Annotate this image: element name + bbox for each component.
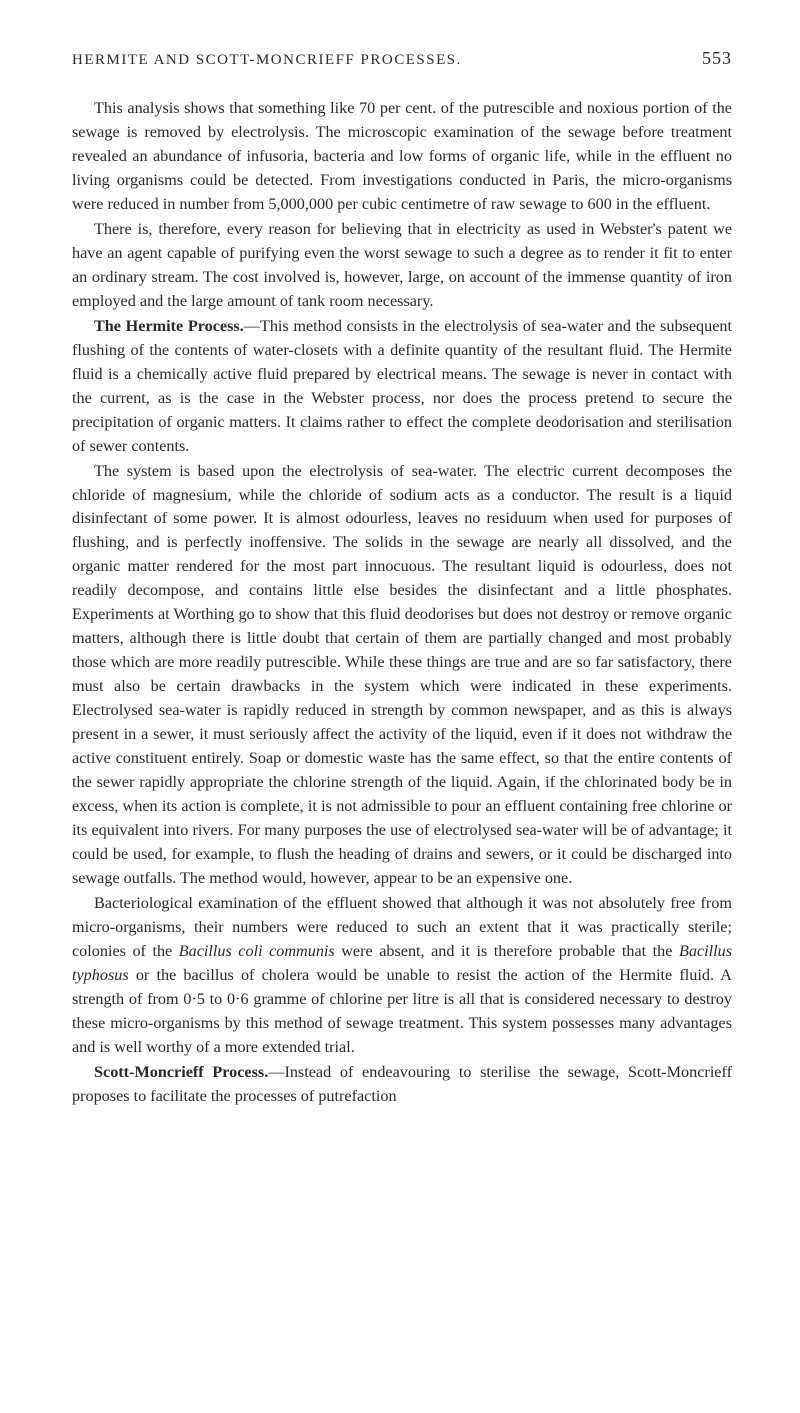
p5-text-c: or the bacillus of cholera would be unab… xyxy=(72,966,732,1056)
page-header: HERMITE AND SCOTT-MONCRIEFF PROCESSES. 5… xyxy=(72,48,732,69)
section-title-hermite: The Hermite Process. xyxy=(94,317,244,335)
p5-italic-1: Bacillus coli communis xyxy=(179,942,335,960)
section-title-scott: Scott-Moncrieff Process. xyxy=(94,1063,268,1081)
paragraph-5: Bacteriological examination of the efflu… xyxy=(72,892,732,1060)
paragraph-3-body: —This method consists in the electrolysi… xyxy=(72,317,732,455)
paragraph-6: Scott-Moncrieff Process.—Instead of ende… xyxy=(72,1061,732,1109)
p5-text-b: were absent, and it is therefore probabl… xyxy=(335,942,679,960)
paragraph-2: There is, therefore, every reason for be… xyxy=(72,218,732,314)
header-title: HERMITE AND SCOTT-MONCRIEFF PROCESSES. xyxy=(72,52,462,69)
body-text: This analysis shows that something like … xyxy=(72,97,732,1109)
paragraph-3: The Hermite Process.—This method consist… xyxy=(72,315,732,459)
paragraph-4: The system is based upon the electrolysi… xyxy=(72,460,732,891)
page-number: 553 xyxy=(702,48,732,69)
paragraph-1: This analysis shows that something like … xyxy=(72,97,732,217)
